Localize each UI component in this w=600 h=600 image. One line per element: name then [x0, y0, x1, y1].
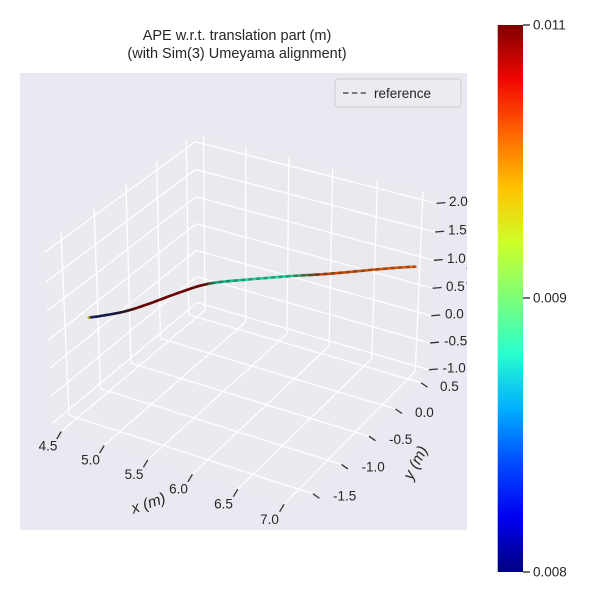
svg-text:0.0: 0.0	[415, 405, 434, 420]
svg-text:6.0: 6.0	[169, 482, 188, 497]
svg-text:APE w.r.t. translation part (m: APE w.r.t. translation part (m)	[143, 28, 332, 44]
svg-text:-1.0: -1.0	[362, 460, 385, 475]
svg-text:0.011: 0.011	[533, 18, 566, 33]
svg-text:1.0: 1.0	[447, 251, 466, 266]
svg-text:0.009: 0.009	[533, 291, 567, 306]
svg-text:0.5: 0.5	[446, 279, 465, 294]
svg-text:reference: reference	[374, 86, 431, 101]
svg-text:-0.5: -0.5	[444, 334, 467, 349]
svg-text:0.5: 0.5	[440, 379, 459, 394]
svg-text:(with Sim(3) Umeyama alignment: (with Sim(3) Umeyama alignment)	[127, 46, 346, 62]
svg-text:-0.5: -0.5	[389, 432, 412, 447]
svg-text:-1.0: -1.0	[443, 361, 466, 376]
svg-text:-1.5: -1.5	[333, 489, 356, 504]
svg-text:6.5: 6.5	[214, 497, 233, 512]
svg-text:0.0: 0.0	[445, 307, 464, 322]
svg-text:5.0: 5.0	[81, 453, 100, 468]
svg-text:7.0: 7.0	[260, 512, 279, 527]
svg-text:1.5: 1.5	[448, 223, 467, 238]
svg-text:0.008: 0.008	[533, 565, 567, 580]
svg-text:4.5: 4.5	[39, 439, 58, 454]
svg-text:5.5: 5.5	[125, 467, 144, 482]
svg-text:2.0: 2.0	[449, 194, 468, 209]
